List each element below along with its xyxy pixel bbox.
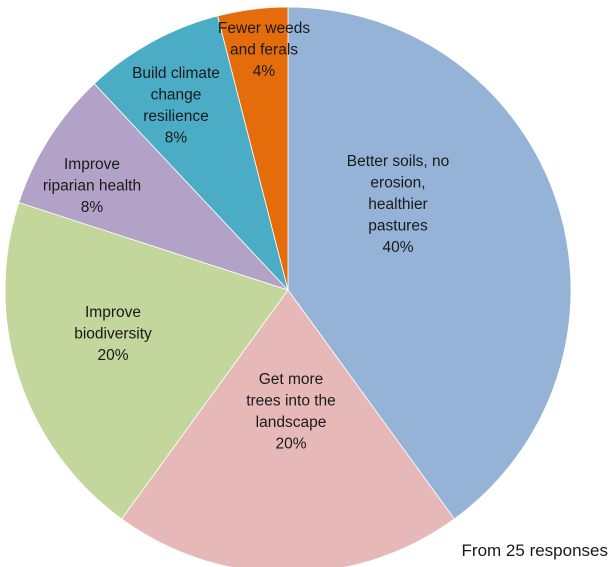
slice-category-label: and ferals [230, 42, 298, 59]
footnote: From 25 responses [461, 541, 608, 560]
pie-slice-5 [93, 15, 289, 291]
slice-category-label: Build climate [132, 65, 220, 82]
slice-category-label: Fewer weeds [218, 20, 310, 37]
pie-slice-6 [217, 6, 289, 291]
pie-slice-1 [287, 6, 572, 520]
slice-category-label: Better soils, no [347, 153, 450, 170]
slice-category-label: healthier [368, 196, 427, 213]
pie-slices [4, 6, 572, 567]
slice-category-label: change [151, 87, 202, 104]
slice-label-2: Get more trees into the landscape 20% [246, 371, 336, 453]
pie-slice-4 [18, 83, 289, 291]
slice-label-1: Better soils, no erosion, healthier pasture… [347, 153, 450, 256]
slice-category-label: Improve [85, 304, 141, 321]
slice-value-label: 8% [165, 130, 188, 147]
slice-label-6: Fewer weeds and ferals 4% [218, 20, 310, 80]
slice-category-label: landscape [256, 414, 327, 431]
slice-value-label: 40% [382, 239, 413, 256]
pie-labels: Better soils, no erosion, healthier pasture… [43, 20, 449, 453]
slice-category-label: Get more [259, 371, 324, 388]
slice-category-label: Improve [64, 156, 120, 173]
slice-category-label: resilience [143, 108, 208, 125]
pie-slice-2 [121, 289, 455, 567]
slice-value-label: 4% [253, 63, 276, 80]
slice-category-label: pastures [368, 218, 428, 235]
slice-value-label: 20% [97, 347, 128, 364]
slice-label-3: Improve biodiversity 20% [74, 304, 152, 364]
slice-category-label: erosion, [370, 175, 425, 192]
slice-value-label: 20% [275, 436, 306, 453]
slice-category-label: trees into the [246, 393, 336, 410]
pie-slice-3 [4, 202, 289, 520]
slice-label-5: Build climate change resilience 8% [132, 65, 220, 147]
slice-category-label: riparian health [43, 178, 141, 195]
slice-label-4: Improve riparian health 8% [43, 156, 141, 216]
slice-value-label: 8% [81, 199, 104, 216]
slice-category-label: biodiversity [74, 326, 152, 343]
